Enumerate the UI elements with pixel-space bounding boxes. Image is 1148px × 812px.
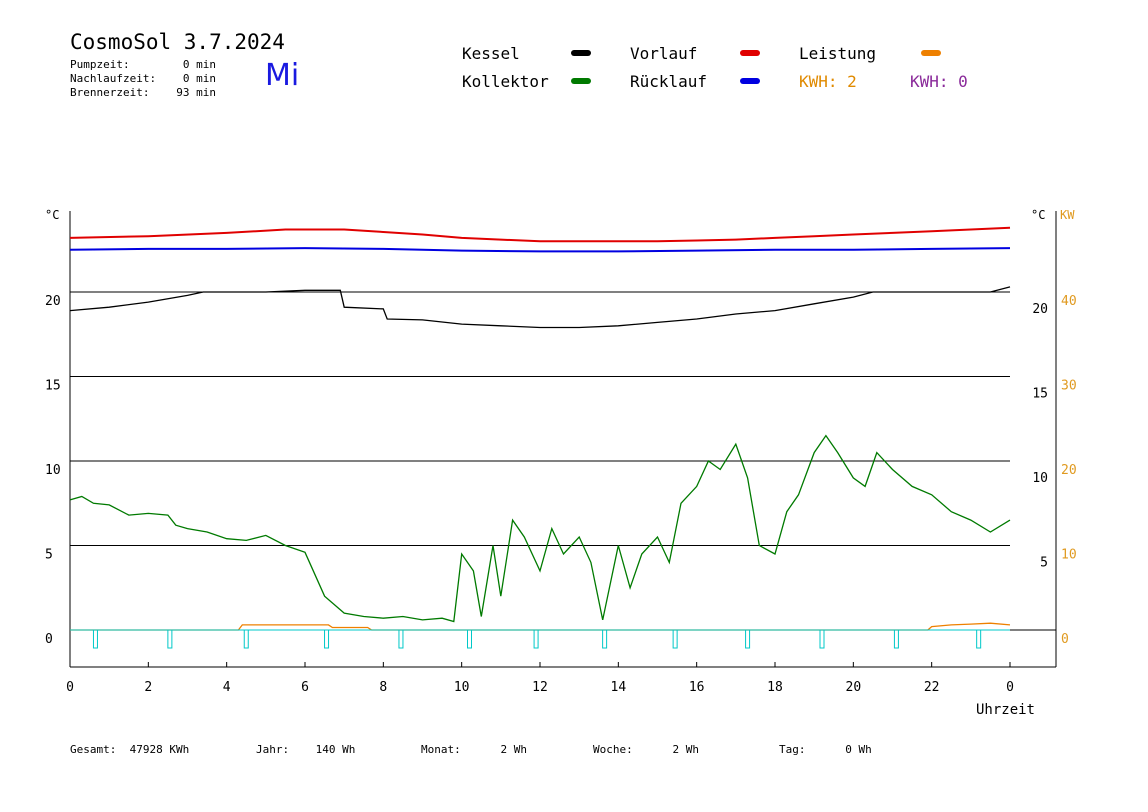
legend-label-kollektor: Kollektor xyxy=(462,72,549,91)
x-tick-label: 8 xyxy=(379,680,387,695)
y-left-tick-label: 10 xyxy=(45,463,61,478)
stat-nachlaufzeit: Nachlaufzeit: 0 min xyxy=(70,72,216,85)
pump-marker xyxy=(324,629,330,649)
legend-label-kessel: Kessel xyxy=(462,44,520,63)
series-line-leistung xyxy=(70,622,1011,631)
y-kw-tick-label: 30 xyxy=(1061,379,1077,394)
pump-marker xyxy=(819,629,825,649)
x-tick-label: 4 xyxy=(223,680,231,695)
stat-pumpzeit: Pumpzeit: 0 min xyxy=(70,58,216,71)
legend-swatch-kollektor xyxy=(571,78,591,84)
y-left-tick-label: 20 xyxy=(45,294,61,309)
series-line-kollektor xyxy=(69,434,1011,623)
x-tick-label: 12 xyxy=(532,680,548,695)
pump-marker xyxy=(672,629,678,649)
pump-marker xyxy=(533,629,539,649)
y-kw-tick-label: 0 xyxy=(1061,632,1069,647)
legend-swatch-kessel xyxy=(571,50,591,56)
pump-marker xyxy=(745,629,751,649)
pump-marker xyxy=(976,629,982,649)
stat-brennerzeit: Brennerzeit: 93 min xyxy=(70,86,216,99)
legend-swatch-leistung xyxy=(921,50,941,56)
y-left-tick-label: 15 xyxy=(45,379,61,394)
x-tick-label: 14 xyxy=(611,680,627,695)
y-right-tick-label: 15 xyxy=(1032,387,1048,402)
y-kw-unit: KW xyxy=(1060,208,1075,222)
x-tick-label: 6 xyxy=(301,680,309,695)
series-line-kessel xyxy=(69,286,1011,329)
x-tick-label: 0 xyxy=(66,680,74,695)
kwh-purple-label: KWH: 0 xyxy=(910,72,968,91)
legend-label-vorlauf: Vorlauf xyxy=(630,44,698,63)
y-left-unit: °C xyxy=(45,208,59,222)
pump-marker xyxy=(167,629,173,649)
series-line-vorlauf xyxy=(69,226,1011,243)
x-tick-label: 0 xyxy=(1006,680,1014,695)
footer-jahr: Jahr: 140 Wh xyxy=(256,743,356,756)
legend-label-ruecklauf: Rücklauf xyxy=(630,72,708,91)
x-axis-label: Uhrzeit xyxy=(976,702,1035,718)
x-tick-label: 16 xyxy=(689,680,705,695)
pump-marker xyxy=(893,629,899,649)
y-left-tick-label: 5 xyxy=(45,548,53,563)
y-kw-tick-label: 40 xyxy=(1061,294,1077,309)
y-kw-tick-label: 10 xyxy=(1061,548,1077,563)
x-tick-label: 2 xyxy=(144,680,152,695)
footer-gesamt: Gesamt: 47928 KWh xyxy=(70,743,190,756)
y-right-unit: °C xyxy=(1031,208,1045,222)
y-right-tick-label: 10 xyxy=(1032,471,1048,486)
pump-marker xyxy=(92,629,98,649)
pump-marker xyxy=(467,629,472,649)
y-right-tick-label: 20 xyxy=(1032,302,1048,317)
y-left-tick-label: 0 xyxy=(45,632,53,647)
footer-woche: Woche: 2 Wh xyxy=(593,743,699,756)
y-kw-tick-label: 20 xyxy=(1061,463,1077,478)
pump-marker xyxy=(398,629,404,649)
x-tick-label: 18 xyxy=(767,680,783,695)
legend-swatch-ruecklauf xyxy=(740,78,760,84)
y-right-tick-label: 5 xyxy=(1040,556,1048,571)
weekday-label: Mi xyxy=(265,58,300,93)
x-tick-label: 20 xyxy=(846,680,862,695)
kwh-orange-label: KWH: 2 xyxy=(799,72,857,91)
footer-tag: Tag: 0 Wh xyxy=(779,743,872,756)
page-title: CosmoSol 3.7.2024 xyxy=(70,30,285,54)
x-tick-label: 10 xyxy=(454,680,470,695)
x-tick-label: 22 xyxy=(924,680,940,695)
pump-marker xyxy=(602,629,608,649)
series-line-rücklauf xyxy=(69,247,1011,253)
pump-marker xyxy=(243,629,249,649)
legend-label-leistung: Leistung xyxy=(799,44,877,63)
legend-swatch-vorlauf xyxy=(740,50,760,56)
footer-monat: Monat: 2 Wh xyxy=(421,743,527,756)
